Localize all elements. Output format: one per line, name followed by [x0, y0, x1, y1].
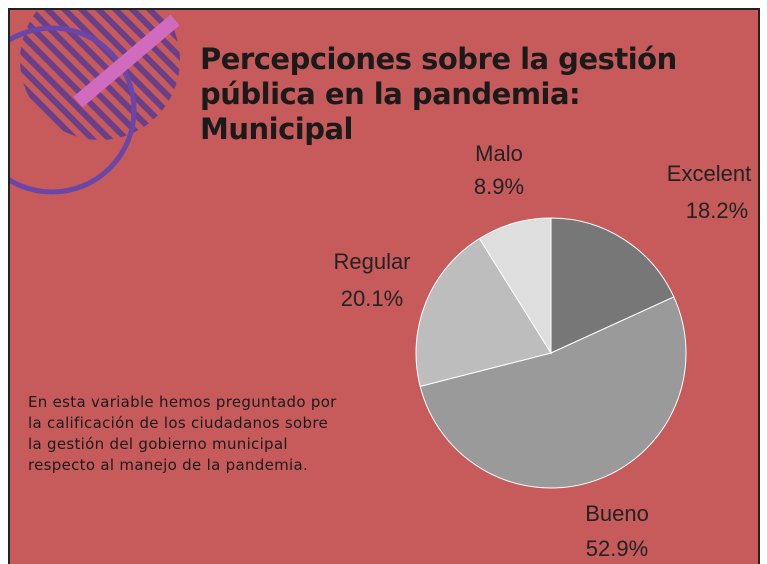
- slice-label: Malo: [475, 141, 523, 166]
- slice-label: Regular: [333, 249, 410, 274]
- pie: Excelent 18.2% Bueno 52.9% Regular 20.1% Malo 8…: [333, 141, 751, 561]
- pie-slice: [415, 237, 552, 387]
- slice-label: Bueno: [585, 501, 649, 526]
- description: En esta variable hemos preguntado por la…: [28, 393, 337, 474]
- slice-value-label: 52.9%: [586, 536, 648, 561]
- decor-bar: [73, 14, 180, 108]
- pie-slice: [550, 217, 675, 354]
- slice-label: Excelent: [667, 161, 751, 186]
- pie-slice: [478, 217, 552, 355]
- slice-value-label: 8.9%: [474, 174, 524, 199]
- pie-slice: [419, 296, 687, 489]
- decor-ring: [10, 25, 137, 195]
- infographic: Excelent 18.2% Bueno 52.9% Regular 20.1% Malo 8…: [8, 8, 760, 564]
- slice-value-label: 18.2%: [686, 198, 748, 223]
- slice-value-label: 20.1%: [341, 286, 403, 311]
- chart: Excelent 18.2% Bueno 52.9% Regular 20.1% Malo 8…: [10, 10, 751, 561]
- chart-title: Percepciones sobre la gestión pública en…: [200, 42, 677, 146]
